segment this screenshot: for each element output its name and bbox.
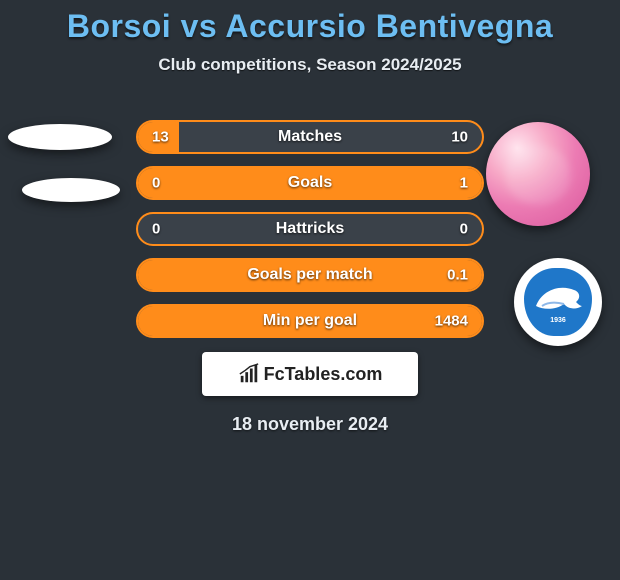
date-label: 18 november 2024 (0, 414, 620, 435)
stat-row: 00Hattricks (136, 212, 484, 246)
comparison-card: Borsoi vs Accursio Bentivegna Club compe… (0, 0, 620, 580)
stat-label: Goals (138, 174, 482, 192)
chart-icon (238, 363, 260, 385)
stats-area: 1310Matches 01Goals 00Hattricks 0.1Goals pe… (0, 120, 620, 435)
stat-row: 1310Matches (136, 120, 484, 154)
stat-label: Min per goal (138, 312, 482, 330)
stat-row: 01Goals (136, 166, 484, 200)
page-subtitle: Club competitions, Season 2024/2025 (0, 55, 620, 75)
page-title: Borsoi vs Accursio Bentivegna (0, 0, 620, 45)
brand-text: FcTables.com (264, 364, 383, 385)
stat-row: 0.1Goals per match (136, 258, 484, 292)
stat-row: 1484Min per goal (136, 304, 484, 338)
stat-label: Hattricks (138, 220, 482, 238)
stat-label: Goals per match (138, 266, 482, 284)
brand-box: FcTables.com (202, 352, 418, 396)
stat-label: Matches (138, 128, 482, 146)
